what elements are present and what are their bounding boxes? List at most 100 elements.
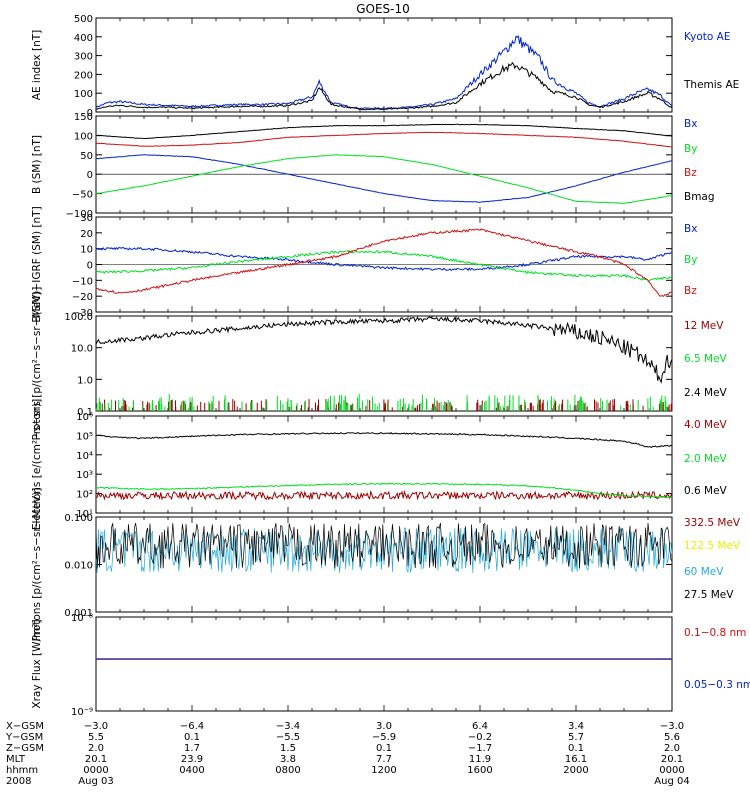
panel-frame [95,415,673,514]
footer-cell: −3.0 [84,721,108,732]
footer-cell: 3.8 [280,754,296,765]
y-axis-label: Protons [p/(cm²−s−sr−MeV)] [31,488,43,642]
legend-item: By [684,254,697,266]
footer-cell: Aug 03 [78,776,113,787]
footer-cell: 0400 [179,765,204,776]
panel-1: 500 400 300 200 100 0 AE index [nT] Kyoto AE The… [31,14,739,119]
series-line [95,316,673,384]
ytick-label: 10.0 [71,344,93,355]
ytick-label: 0.010 [64,561,93,572]
legend-item: Kyoto AE [684,31,730,43]
legend-item: Bx [684,118,697,130]
legend-item: By [684,143,697,155]
y-axis-label: B (SM) [nT] [31,135,43,194]
ytick-label: −10 [72,276,93,287]
panel-3: 30 20 10 0 −10 −20 −30 B(SM)−IGRF (SM) [nT] Bx By… [31,206,697,322]
y-axis-label: Xray Flux [W/m²] [31,619,43,708]
footer-row-label: 2008 [6,776,31,787]
footer-cell: 1200 [371,765,396,776]
series-line [95,522,673,569]
footer-cell: 2000 [563,765,588,776]
legend-item: 0.05−0.3 nm [684,679,750,691]
ytick-label: 0.100 [64,513,93,524]
series-line [95,61,673,111]
ytick-label: 0 [87,170,93,181]
legend-item: Bx [684,223,697,235]
footer-cell: 20.1 [85,754,107,765]
ytick-label: 500 [74,14,93,25]
footer-cell: 16.1 [565,754,587,765]
ytick-label: 0 [87,261,93,272]
footer-cell: −0.2 [468,732,492,743]
ytick-label: −20 [72,292,93,303]
panel-2: 150 100 50 0 −50 −100 B (SM) [nT] Bx By Bz Bmag [31,112,715,220]
ytick-label: 300 [74,52,93,63]
footer-cell: 20.1 [661,754,683,765]
y-axis-label: AE index [nT] [31,30,43,100]
panel-4: 100.0 10.0 1.0 0.1 Protons [p/(cm²−s−sr−MeV)… [31,287,728,441]
footer-cell: 5.7 [568,732,584,743]
panel-7: 10⁻⁸ 10⁻⁹ Xray Flux [W/m²] 0.1−0.8 nm 0.05−0… [31,613,750,718]
legend-item: Bmag [684,191,715,203]
footer-cell: 7.7 [376,754,392,765]
series-line [95,489,673,501]
series-line [95,432,673,449]
panel-frame [95,115,673,214]
footer-cell: −3.4 [276,721,300,732]
legend-item: 12 MeV [684,320,724,332]
ytick-label: 400 [74,33,93,44]
footer-cell: 0.1 [568,743,584,754]
panel-frame [95,616,673,712]
ytick-label: 10⁶ [76,412,93,423]
ytick-label: 200 [74,70,93,81]
footer-cell: 0000 [83,765,108,776]
ytick-label: 1.0 [77,375,93,386]
series-line [95,154,673,203]
legend-item: 2.0 MeV [684,453,728,465]
footer-cell: 1600 [467,765,492,776]
ytick-label: 10¹ [76,509,93,520]
ytick-label: 50 [80,151,93,162]
footer-cell: 1.7 [184,743,200,754]
series-line [95,35,673,110]
footer-cell: 5.6 [664,732,680,743]
footer-cell: 11.9 [469,754,491,765]
footer-cell: 0.1 [184,732,200,743]
panel-frame [95,17,673,113]
ytick-label: 10⁻⁸ [71,613,93,624]
series-line [95,123,673,140]
footer-cell: 0000 [659,765,684,776]
footer-cell: 2.0 [664,743,680,754]
footer-cell: 3.4 [568,721,584,732]
ytick-label: 150 [74,112,93,123]
footer-cell: 3.0 [376,721,392,732]
series-line [95,131,673,148]
footer-row-label: X−GSM [6,721,44,732]
legend-item: Bz [684,167,697,179]
panel-6: 0.100 0.010 0.001 Protons [p/(cm²−s−sr−MeV)… [31,488,741,642]
footer-cell: 23.9 [181,754,203,765]
footer-cell: 2.0 [88,743,104,754]
ytick-label: 30 [80,213,93,224]
ytick-label: 10⁴ [76,451,93,462]
chart-title: GOES-10 [356,2,410,16]
series-line [95,228,673,297]
legend-item: Themis AE [683,79,739,91]
ytick-label: 10³ [76,470,93,481]
ytick-label: −50 [72,190,93,201]
legend-item: Bz [684,285,697,297]
footer-cell: Aug 04 [654,776,689,787]
panel-frame [95,315,673,412]
ytick-label: 10⁻⁹ [71,707,93,718]
footer-cell: −5.9 [372,732,396,743]
footer-cell: 0800 [275,765,300,776]
legend-item: 60 MeV [684,566,724,578]
footer-cell: −5.5 [276,732,300,743]
footer-row-label: Y−GSM [5,732,43,743]
ytick-label: 100.0 [64,312,93,323]
legend-item: 4.0 MeV [684,419,728,431]
legend-item: 6.5 MeV [684,353,728,365]
ytick-label: −30 [72,308,93,319]
